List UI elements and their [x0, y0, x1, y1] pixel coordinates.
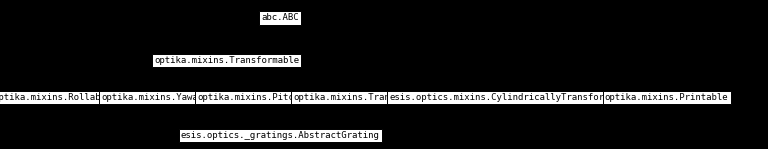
Text: esis.optics.mixins.CylindricallyTransformable: esis.optics.mixins.CylindricallyTransfor… [389, 93, 631, 102]
Text: optika.mixins.Translatable: optika.mixins.Translatable [293, 93, 433, 102]
Text: optika.mixins.Transformable: optika.mixins.Transformable [154, 56, 299, 65]
Text: optika.mixins.Rollable: optika.mixins.Rollable [0, 93, 111, 102]
Text: esis.optics._gratings.AbstractGrating: esis.optics._gratings.AbstractGrating [181, 131, 379, 140]
Text: optika.mixins.Printable: optika.mixins.Printable [605, 93, 728, 102]
Text: optika.mixins.Pitchable: optika.mixins.Pitchable [197, 93, 320, 102]
Text: optika.mixins.Yawable: optika.mixins.Yawable [101, 93, 214, 102]
Text: abc.ABC: abc.ABC [262, 13, 299, 22]
